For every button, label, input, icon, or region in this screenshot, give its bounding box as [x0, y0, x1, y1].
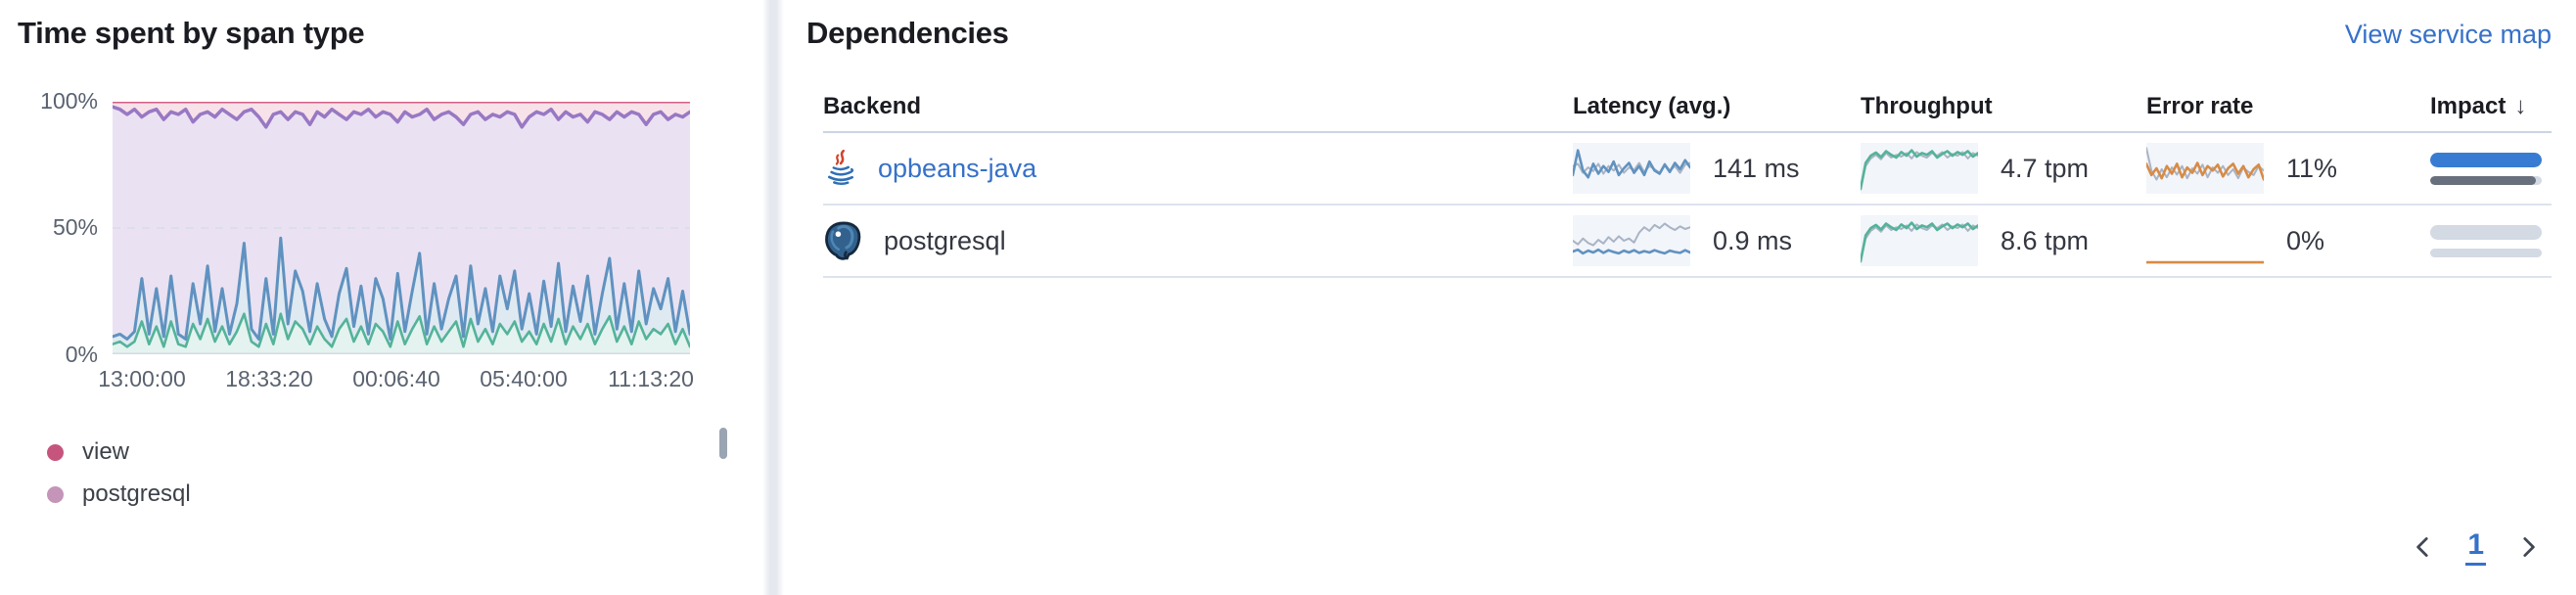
- dependencies-table: Backend Latency (avg.) Throughput Error …: [823, 82, 2552, 278]
- dependencies-panel: Dependencies View service map Backend La…: [781, 0, 2576, 595]
- impact-cell: [2430, 224, 2542, 257]
- impact-cell: [2430, 152, 2542, 185]
- column-header-impact-label: Impact: [2430, 93, 2507, 119]
- panel-title-time-spent: Time spent by span type: [18, 16, 365, 50]
- throughput-cell: 4.7 tpm: [1861, 143, 2146, 194]
- error-rate-sparkline: [2146, 260, 2264, 264]
- error-rate-sparkline: [2146, 143, 2264, 194]
- throughput-value: 8.6 tpm: [2001, 225, 2090, 255]
- page-number-1[interactable]: 1: [2465, 528, 2486, 566]
- x-tick-3: 05:40:00: [480, 366, 568, 391]
- previous-page-button[interactable]: [2409, 532, 2438, 562]
- y-tick-100: 100%: [40, 88, 98, 114]
- error-rate-value: 0%: [2286, 225, 2325, 255]
- column-header-latency: Latency (avg.): [1573, 93, 1731, 119]
- backend-cell: postgresql: [823, 220, 1573, 261]
- x-tick-2: 00:06:40: [352, 366, 440, 391]
- error-rate-cell: 0%: [2146, 215, 2430, 266]
- legend-item-view[interactable]: view: [47, 436, 191, 468]
- throughput-sparkline: [1861, 215, 1978, 266]
- backend-link-opbeans-java[interactable]: opbeans-java: [878, 153, 1037, 183]
- table-row-postgresql: postgresql 0.9 ms 8.6 tpm 0%: [823, 206, 2552, 278]
- panel-divider: [762, 0, 784, 595]
- latency-value: 141 ms: [1713, 153, 1800, 183]
- column-header-impact-sort[interactable]: Impact ↓: [2430, 93, 2552, 120]
- legend-item-postgresql[interactable]: postgresql: [47, 479, 191, 510]
- error-rate-value: 11%: [2286, 153, 2338, 183]
- latency-value: 0.9 ms: [1713, 225, 1793, 255]
- backend-cell: opbeans-java: [823, 149, 1573, 188]
- java-icon: [827, 149, 854, 186]
- span-type-stacked-area-chart: [113, 102, 690, 354]
- next-page-button[interactable]: [2513, 532, 2543, 562]
- throughput-sparkline: [1861, 143, 1978, 194]
- column-header-error-rate: Error rate: [2146, 93, 2254, 119]
- legend-label-postgresql: postgresql: [82, 481, 191, 507]
- impact-bar-current: [2430, 152, 2542, 167]
- error-rate-cell: 11%: [2146, 143, 2430, 194]
- latency-cell: 141 ms: [1573, 143, 1861, 194]
- y-tick-50: 50%: [52, 214, 98, 240]
- latency-sparkline: [1573, 215, 1690, 266]
- throughput-value: 4.7 tpm: [2001, 153, 2090, 183]
- column-header-throughput: Throughput: [1861, 93, 1993, 119]
- view-service-map-link[interactable]: View service map: [2344, 20, 2552, 49]
- legend-dot-view: [47, 443, 64, 461]
- throughput-cell: 8.6 tpm: [1861, 215, 2146, 266]
- legend-label-view: view: [82, 438, 130, 465]
- x-axis-labels: 13:00:00 18:33:20 00:06:40 05:40:00 11:1…: [98, 366, 694, 395]
- legend-dot-postgresql: [47, 485, 64, 503]
- impact-bar-previous: [2430, 175, 2542, 185]
- impact-bar-previous: [2430, 248, 2542, 257]
- x-tick-1: 18:33:20: [225, 366, 313, 391]
- x-tick-4: 11:13:20: [608, 366, 694, 391]
- latency-sparkline: [1573, 143, 1690, 194]
- span-type-chart-svg: [113, 102, 690, 354]
- impact-bar-current: [2430, 224, 2542, 240]
- y-tick-0: 0%: [65, 342, 98, 367]
- chart-legend: view postgresql: [47, 436, 191, 521]
- sort-descending-icon: ↓: [2514, 93, 2527, 119]
- backend-label-postgresql[interactable]: postgresql: [884, 225, 1006, 255]
- table-header-row: Backend Latency (avg.) Throughput Error …: [823, 82, 2552, 133]
- legend-scrollbar-thumb[interactable]: [719, 428, 727, 459]
- postgresql-icon: [825, 221, 861, 260]
- panel-title-dependencies: Dependencies: [806, 16, 1009, 50]
- table-pagination: 1: [2409, 528, 2543, 566]
- latency-cell: 0.9 ms: [1573, 215, 1861, 266]
- table-row-opbeans-java: opbeans-java 141 ms 4.7 tpm 11%: [823, 133, 2552, 206]
- time-spent-panel: Time spent by span type 100% 50% 0% 13:0…: [0, 0, 763, 595]
- x-tick-0: 13:00:00: [98, 366, 186, 391]
- column-header-backend: Backend: [823, 93, 922, 119]
